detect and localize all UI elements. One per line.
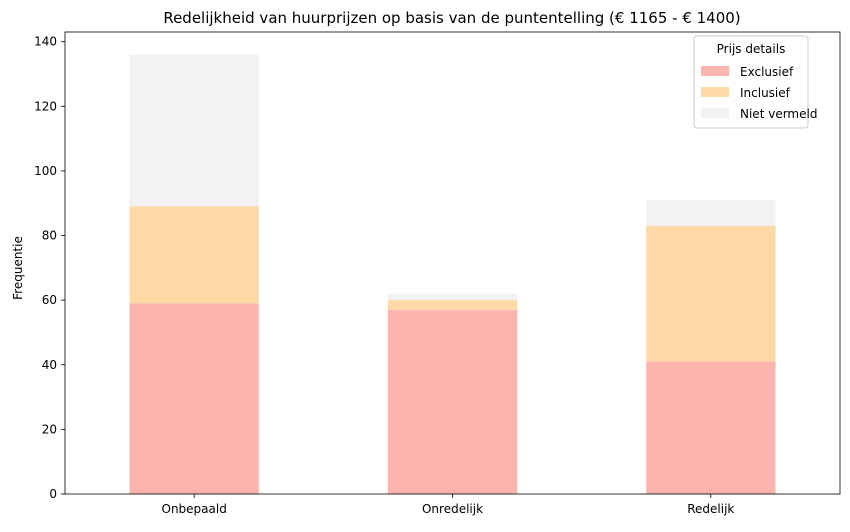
plot-frame	[64, 31, 841, 495]
legend-title: Prijs details	[717, 42, 786, 56]
legend-swatch	[701, 66, 729, 76]
legend-box	[693, 35, 809, 129]
legend-label: Inclusief	[740, 86, 791, 100]
x-tick-label: Onbepaald	[162, 502, 227, 516]
bar-redelijk-exclusief	[646, 361, 776, 494]
bars-layer	[129, 54, 776, 494]
legend-swatch	[701, 108, 729, 118]
legend-swatch	[701, 87, 729, 97]
legend-label: Niet vermeld	[740, 107, 817, 121]
y-tick-label: 20	[42, 422, 57, 436]
y-tick-label: 100	[34, 164, 57, 178]
bar-onredelijk-niet-vermeld	[387, 293, 518, 301]
x-tick-label: Redelijk	[687, 502, 734, 516]
chart-title: Redelijkheid van huurprijzen op basis va…	[163, 9, 740, 27]
bar-onredelijk-exclusief	[387, 309, 518, 494]
legend-label: Exclusief	[740, 65, 794, 79]
bar-onredelijk-inclusief	[387, 300, 518, 310]
legend-items: Exclusief Inclusief Niet vermeld	[701, 65, 817, 121]
y-tick-label: 0	[49, 487, 57, 501]
y-tick-label: 60	[42, 293, 57, 307]
legend: Prijs details Exclusief Inclusief Niet ver…	[693, 35, 817, 129]
y-tick-label: 140	[34, 35, 57, 49]
bar-onbepaald-niet-vermeld	[129, 54, 259, 207]
bar-redelijk-niet-vermeld	[646, 200, 776, 226]
y-tick-label: 80	[42, 229, 57, 243]
x-tick-label: Onredelijk	[422, 502, 483, 516]
y-tick-label: 40	[42, 358, 57, 372]
bar-redelijk-inclusief	[646, 225, 776, 362]
bar-onbepaald-inclusief	[129, 206, 259, 304]
y-tick-label: 120	[34, 99, 57, 113]
axes-layer: Onbepaald Onredelijk Redelijk 0 20 40 60 80 100 1…	[34, 31, 841, 516]
y-axis-label: Frequentie	[11, 236, 25, 300]
bar-onbepaald-exclusief	[129, 303, 259, 494]
